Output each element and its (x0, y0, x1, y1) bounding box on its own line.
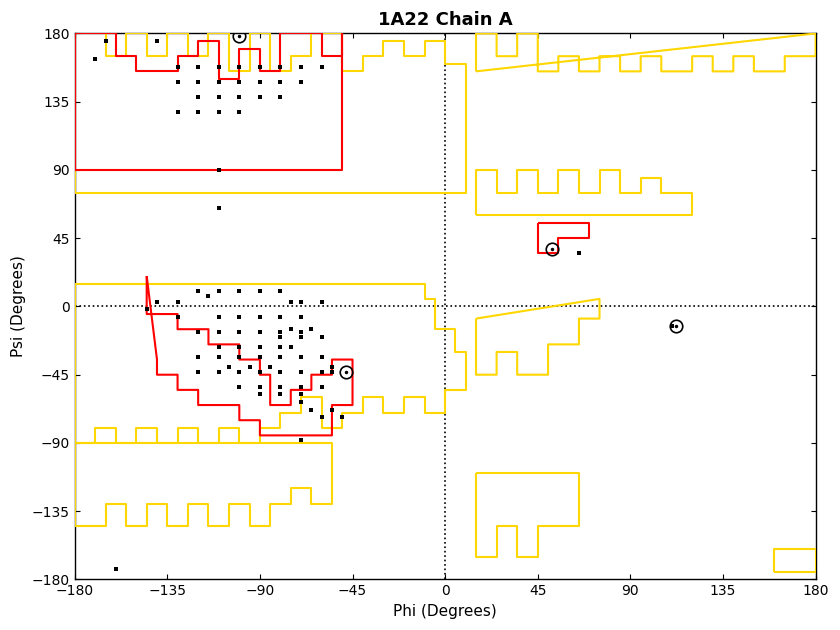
X-axis label: Phi (Degrees): Phi (Degrees) (393, 604, 497, 619)
Y-axis label: Psi (Degrees): Psi (Degrees) (11, 256, 26, 357)
Title: 1A22 Chain A: 1A22 Chain A (378, 11, 512, 29)
